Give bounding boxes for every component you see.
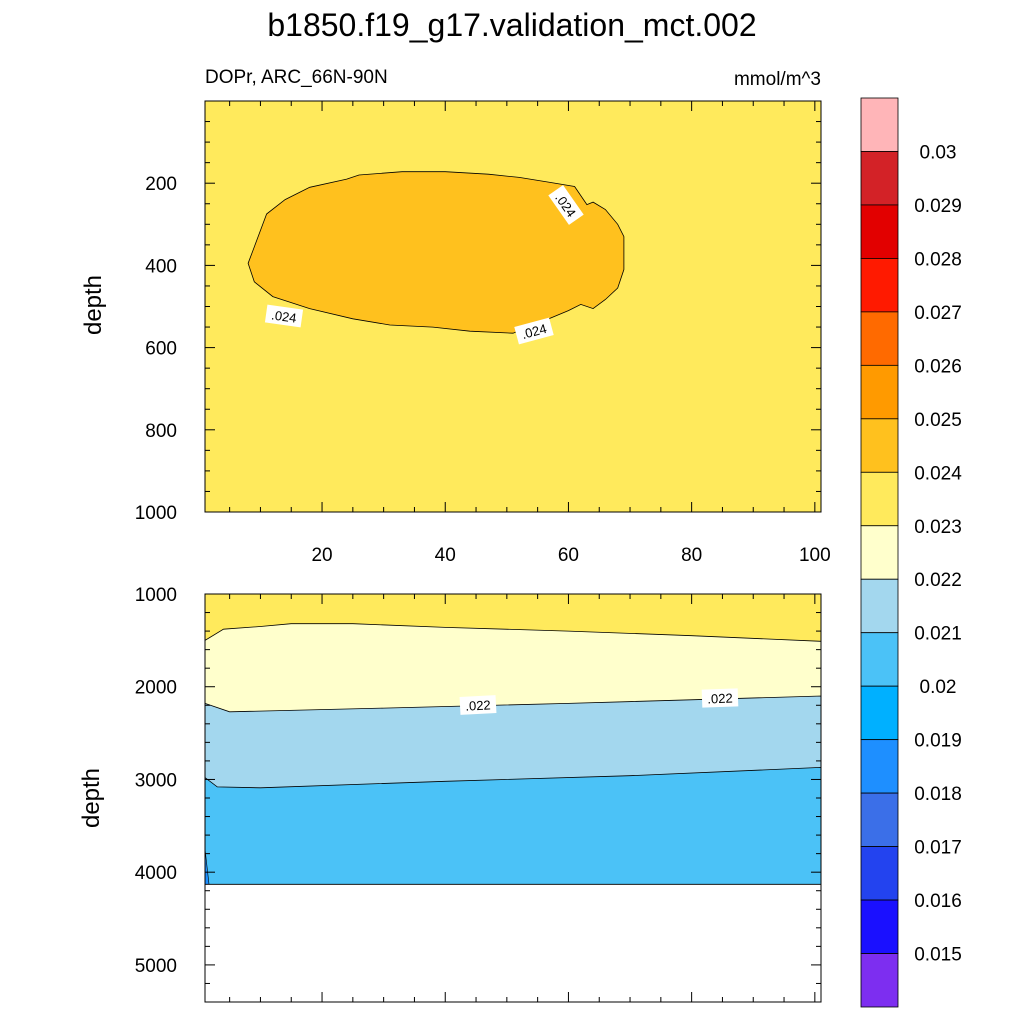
colorbar-box-2 xyxy=(860,204,899,259)
colorbar-box-0 xyxy=(860,97,899,152)
bottom-y-tick-label-4: 5000 xyxy=(135,956,177,977)
top-contour-region-0 xyxy=(247,171,625,334)
bottom-contour-label-1: .022 xyxy=(701,688,739,708)
colorbar-box-5 xyxy=(860,364,899,420)
svg-text:.022: .022 xyxy=(707,691,733,707)
top-x-tick-label-4: 100 xyxy=(799,545,831,566)
bottom-contour-band-3 xyxy=(204,766,822,885)
colorbar-label-11: 0.019 xyxy=(914,731,962,752)
colorbar-box-14 xyxy=(860,846,899,901)
colorbar-label-5: 0.025 xyxy=(914,410,962,431)
colorbar-box-3 xyxy=(860,258,899,313)
top-contour-label-0: .024 xyxy=(264,304,304,328)
bottom-y-tick-label-0: 1000 xyxy=(135,585,177,606)
colorbar-box-4 xyxy=(860,311,899,366)
colorbar-label-13: 0.017 xyxy=(914,838,962,859)
top-y-tick-label-0: 200 xyxy=(145,174,177,195)
colorbar-label-2: 0.028 xyxy=(914,249,962,270)
colorbar-label-15: 0.015 xyxy=(914,945,962,966)
colorbar-label-8: 0.022 xyxy=(914,570,962,591)
colorbar: 0.03 0.029 0.028 0.027 0.026 0.025 0.024 0.023 0… xyxy=(860,97,962,1008)
colorbar-box-13 xyxy=(860,792,899,847)
top-ylabel: depth xyxy=(80,275,107,335)
top-x-tick-label-2: 60 xyxy=(558,545,579,566)
figure-title: b1850.f19_g17.validation_mct.002 xyxy=(267,7,756,43)
colorbar-box-12 xyxy=(860,739,899,794)
colorbar-box-9 xyxy=(860,578,899,634)
colorbar-label-4: 0.026 xyxy=(914,356,962,377)
colorbar-label-7: 0.023 xyxy=(914,517,962,538)
colorbar-box-11 xyxy=(860,685,899,741)
colorbar-label-12: 0.018 xyxy=(914,784,962,805)
colorbar-label-3: 0.027 xyxy=(914,303,962,324)
variable-subtitle: DOPr, ARC_66N-90N xyxy=(205,67,388,88)
colorbar-label-10: 0.02 xyxy=(920,677,957,698)
svg-text:.024: .024 xyxy=(520,321,548,342)
colorbar-box-15 xyxy=(860,899,899,954)
top-contour-label-2: .024 xyxy=(514,317,554,345)
colorbar-label-0: 0.03 xyxy=(920,142,957,163)
top-y-tick-label-2: 600 xyxy=(145,339,177,360)
colorbar-box-1 xyxy=(860,151,899,206)
top-x-tick-label-1: 40 xyxy=(435,545,456,566)
top-x-tick-label-3: 80 xyxy=(681,545,702,566)
colorbar-label-14: 0.016 xyxy=(914,891,962,912)
colorbar-box-16 xyxy=(860,953,899,1008)
colorbar-box-8 xyxy=(860,525,899,580)
bottom-y-tick-label-3: 4000 xyxy=(135,863,177,884)
top-y-tick-label-3: 800 xyxy=(145,421,177,442)
colorbar-box-7 xyxy=(860,471,899,527)
bottom-y-tick-label-1: 2000 xyxy=(135,678,177,699)
colorbar-label-9: 0.021 xyxy=(914,624,962,645)
bottom-y-tick-label-2: 3000 xyxy=(135,770,177,791)
bottom-ylabel: depth xyxy=(78,768,105,828)
colorbar-label-1: 0.029 xyxy=(914,196,962,217)
svg-text:.022: .022 xyxy=(465,697,491,713)
top-y-tick-label-4: 1000 xyxy=(135,503,177,524)
top-x-tick-label-0: 20 xyxy=(311,545,332,566)
bottom-contour-label-0: .022 xyxy=(459,695,497,715)
bottom-panel: depth .022 .022 1000 2000 3000 4000 5000 xyxy=(78,585,822,1003)
colorbar-label-6: 0.024 xyxy=(914,463,962,484)
units-label: mmol/m^3 xyxy=(734,69,821,90)
svg-text:.024: .024 xyxy=(270,307,297,325)
colorbar-box-10 xyxy=(860,632,899,687)
top-y-tick-label-1: 400 xyxy=(145,256,177,277)
colorbar-box-6 xyxy=(860,418,899,473)
